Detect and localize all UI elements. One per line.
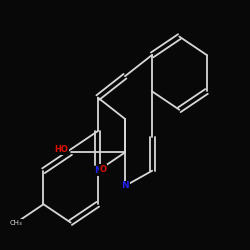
Text: N: N [94, 166, 102, 175]
Text: N: N [121, 182, 129, 190]
Text: CH₃: CH₃ [10, 220, 23, 226]
Text: O: O [99, 165, 106, 174]
Text: HO: HO [54, 145, 68, 154]
